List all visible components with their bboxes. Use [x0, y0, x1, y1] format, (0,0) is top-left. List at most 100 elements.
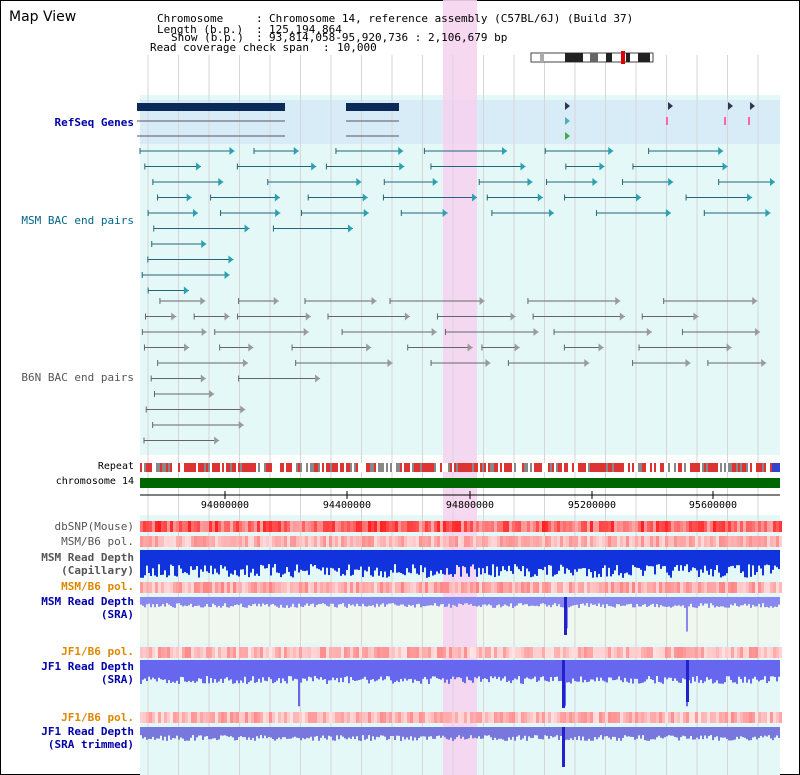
- bac-end-arrow: [192, 209, 198, 217]
- depth-bar: [276, 550, 278, 573]
- heat-cell: [500, 647, 503, 658]
- depth-bar: [648, 727, 650, 741]
- depth-bar: [664, 597, 666, 607]
- depth-bar: [684, 727, 686, 737]
- repeat-segment: [308, 463, 310, 472]
- heat-cell: [209, 521, 212, 532]
- heat-cell: [263, 647, 266, 658]
- heat-cell: [503, 712, 506, 723]
- jf1-b6-pol-label-1[interactable]: JF1/B6 pol.: [61, 645, 134, 658]
- depth-bar: [664, 550, 666, 566]
- depth-bar: [322, 550, 324, 568]
- dbsnp-label[interactable]: dbSNP(Mouse): [54, 520, 134, 533]
- repeat-segment: [496, 463, 498, 472]
- depth-bar: [354, 597, 356, 607]
- msm-b6-pol-label-1[interactable]: MSM/B6 pol.: [61, 535, 134, 548]
- heat-cell: [551, 536, 554, 547]
- depth-bar: [530, 597, 532, 606]
- heat-cell: [509, 521, 512, 532]
- depth-bar: [466, 550, 468, 574]
- heat-cell: [281, 521, 284, 532]
- depth-bar: [516, 727, 518, 737]
- heat-cell: [368, 647, 371, 658]
- depth-bar: [222, 550, 224, 569]
- depth-bar: [572, 660, 574, 679]
- depth-bar: [244, 550, 246, 575]
- depth-bar: [362, 727, 364, 736]
- depth-bar: [734, 550, 736, 569]
- heat-cell: [689, 712, 692, 723]
- heat-cell: [509, 647, 512, 658]
- jf1-depth-trim-label[interactable]: JF1 Read Depth: [41, 725, 134, 738]
- heat-cell: [422, 647, 425, 658]
- depth-bar: [754, 727, 756, 737]
- depth-bar: [232, 597, 234, 607]
- length-label: Length (b.p.): [157, 23, 244, 36]
- depth-bar: [672, 727, 674, 736]
- depth-bar: [420, 597, 422, 608]
- jf1-b6-pol-label-2[interactable]: JF1/B6 pol.: [61, 711, 134, 724]
- heat-cell: [212, 712, 215, 723]
- repeat-segment: [268, 463, 270, 472]
- heat-cell: [428, 647, 431, 658]
- heat-cell: [266, 647, 269, 658]
- heat-cell: [380, 647, 383, 658]
- repeat-segment: [544, 463, 546, 472]
- heat-cell: [752, 536, 755, 547]
- depth-bar: [756, 550, 758, 573]
- repeat-segment: [286, 463, 288, 472]
- depth-bar: [350, 550, 352, 576]
- depth-bar: [172, 660, 174, 682]
- heat-cell: [485, 712, 488, 723]
- depth-bar: [428, 550, 430, 577]
- msm-b6-pol-label-2[interactable]: MSM/B6 pol.: [61, 580, 134, 593]
- heat-cell: [596, 712, 599, 723]
- refseq-genes-label[interactable]: RefSeq Genes: [54, 116, 134, 129]
- heat-cell: [521, 647, 524, 658]
- heat-cell: [545, 582, 548, 593]
- heat-cell: [263, 521, 266, 532]
- heat-cell: [299, 521, 302, 532]
- repeat-segment: [760, 463, 762, 472]
- depth-bar: [602, 660, 604, 681]
- depth-bar: [278, 660, 280, 679]
- msm-bac-label[interactable]: MSM BAC end pairs: [21, 214, 134, 227]
- depth-bar: [568, 597, 570, 608]
- msm-depth-sra-label[interactable]: MSM Read Depth: [41, 595, 134, 608]
- depth-bar: [404, 597, 406, 607]
- heat-cell: [656, 536, 659, 547]
- depth-bar: [746, 660, 748, 683]
- depth-bar: [190, 550, 192, 567]
- heat-cell: [197, 521, 200, 532]
- depth-bar: [256, 727, 258, 737]
- heat-cell: [650, 582, 653, 593]
- heat-cell: [188, 521, 191, 532]
- depth-bar: [378, 550, 380, 576]
- depth-bar: [532, 727, 534, 738]
- heat-cell: [260, 582, 263, 593]
- heat-cell: [272, 712, 275, 723]
- depth-bar: [768, 727, 770, 736]
- bac-end-arrow: [479, 297, 485, 305]
- repeat-segment: [768, 463, 770, 472]
- depth-bar: [554, 727, 556, 737]
- heat-cell: [386, 536, 389, 547]
- repeat-segment: [666, 463, 668, 472]
- repeat-segment: [604, 463, 606, 472]
- depth-bar: [342, 660, 344, 683]
- depth-bar: [234, 660, 236, 684]
- depth-bar: [390, 597, 392, 604]
- bac-end-arrow: [432, 178, 438, 186]
- heat-cell: [551, 582, 554, 593]
- heat-cell: [566, 647, 569, 658]
- b6n-bac-label[interactable]: B6N BAC end pairs: [21, 371, 134, 384]
- depth-bar: [180, 660, 182, 677]
- repeat-segment: [428, 463, 430, 472]
- heat-cell: [437, 647, 440, 658]
- jf1-depth-sra-label[interactable]: JF1 Read Depth: [41, 660, 134, 673]
- depth-bar: [680, 597, 682, 607]
- heat-cell: [770, 647, 773, 658]
- msm-depth-capillary-label[interactable]: MSM Read Depth: [41, 551, 134, 564]
- depth-bar: [490, 550, 492, 576]
